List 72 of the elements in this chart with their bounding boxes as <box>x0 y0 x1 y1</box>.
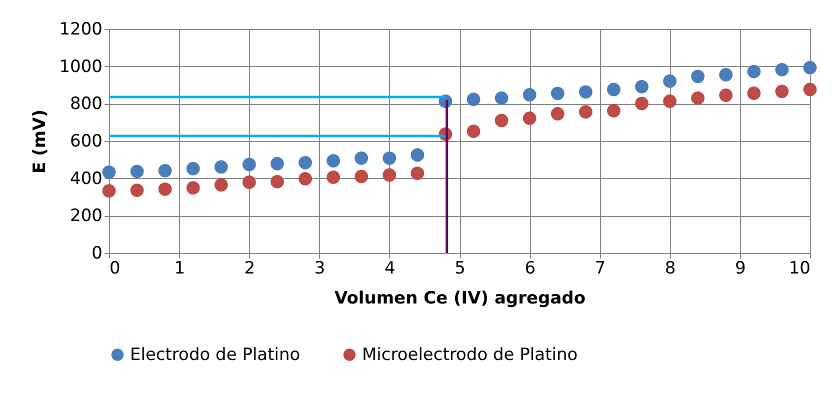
point <box>635 80 648 94</box>
y-tick-label: 1000 <box>59 56 102 77</box>
point <box>663 94 677 108</box>
y-tick-label: 600 <box>70 132 102 152</box>
point <box>382 151 396 165</box>
point <box>298 172 312 186</box>
point <box>494 114 508 128</box>
point <box>158 182 172 196</box>
y-axis-title: E (mV) <box>30 110 50 174</box>
x-tick-label: 7 <box>594 258 606 278</box>
point <box>607 104 620 118</box>
x-tick-label: 10 <box>788 258 810 278</box>
x-tick-label: 6 <box>524 258 536 278</box>
y-tick-label: 400 <box>70 168 102 189</box>
point <box>186 181 200 195</box>
point <box>747 86 761 100</box>
y-tick-label: 0 <box>92 244 102 264</box>
x-tick-label: 9 <box>734 258 746 278</box>
point <box>607 82 620 96</box>
point <box>410 166 424 180</box>
point <box>691 91 705 105</box>
point <box>354 151 368 165</box>
point <box>550 86 564 100</box>
point <box>382 168 396 182</box>
point <box>775 63 789 76</box>
y-tick-label: 1200 <box>59 20 102 40</box>
point <box>214 178 228 192</box>
point <box>242 176 256 189</box>
legend-label: Microelectrodo de Platino <box>362 344 578 365</box>
legend-label: Electrodo de Platino <box>130 344 300 365</box>
x-tick-label: 3 <box>314 258 326 278</box>
point <box>663 74 677 88</box>
point <box>803 60 817 74</box>
point <box>775 84 789 98</box>
x-tick-label: 0 <box>110 258 120 278</box>
point <box>466 92 480 106</box>
point <box>270 156 284 170</box>
y-tick-label: 800 <box>70 94 102 114</box>
point <box>326 154 340 168</box>
y-tick-label: 200 <box>70 206 102 226</box>
point <box>747 64 761 78</box>
x-tick-label: 4 <box>384 258 396 278</box>
point <box>466 124 480 138</box>
x-tick-label: 2 <box>244 258 256 278</box>
point <box>270 175 284 188</box>
point <box>578 85 592 99</box>
point <box>550 107 564 120</box>
point <box>130 164 144 178</box>
point <box>522 88 536 102</box>
point <box>410 148 424 162</box>
point <box>186 162 200 176</box>
point <box>130 184 144 197</box>
point <box>158 164 172 178</box>
point <box>578 105 592 119</box>
point <box>719 68 733 82</box>
point <box>214 160 228 174</box>
point <box>102 165 116 179</box>
x-tick-label: 5 <box>454 258 466 278</box>
point <box>803 82 817 96</box>
point <box>494 91 508 105</box>
x-tick-label: 8 <box>664 258 676 278</box>
point <box>298 156 312 170</box>
point <box>354 170 368 184</box>
point <box>102 184 116 198</box>
point <box>635 96 648 110</box>
point <box>691 70 705 84</box>
x-tick-label: 1 <box>174 258 186 278</box>
point <box>522 112 536 125</box>
point <box>326 170 340 184</box>
x-axis-title: Volumen Ce (IV) agregado <box>334 288 586 308</box>
point <box>242 158 256 172</box>
point <box>719 88 733 102</box>
